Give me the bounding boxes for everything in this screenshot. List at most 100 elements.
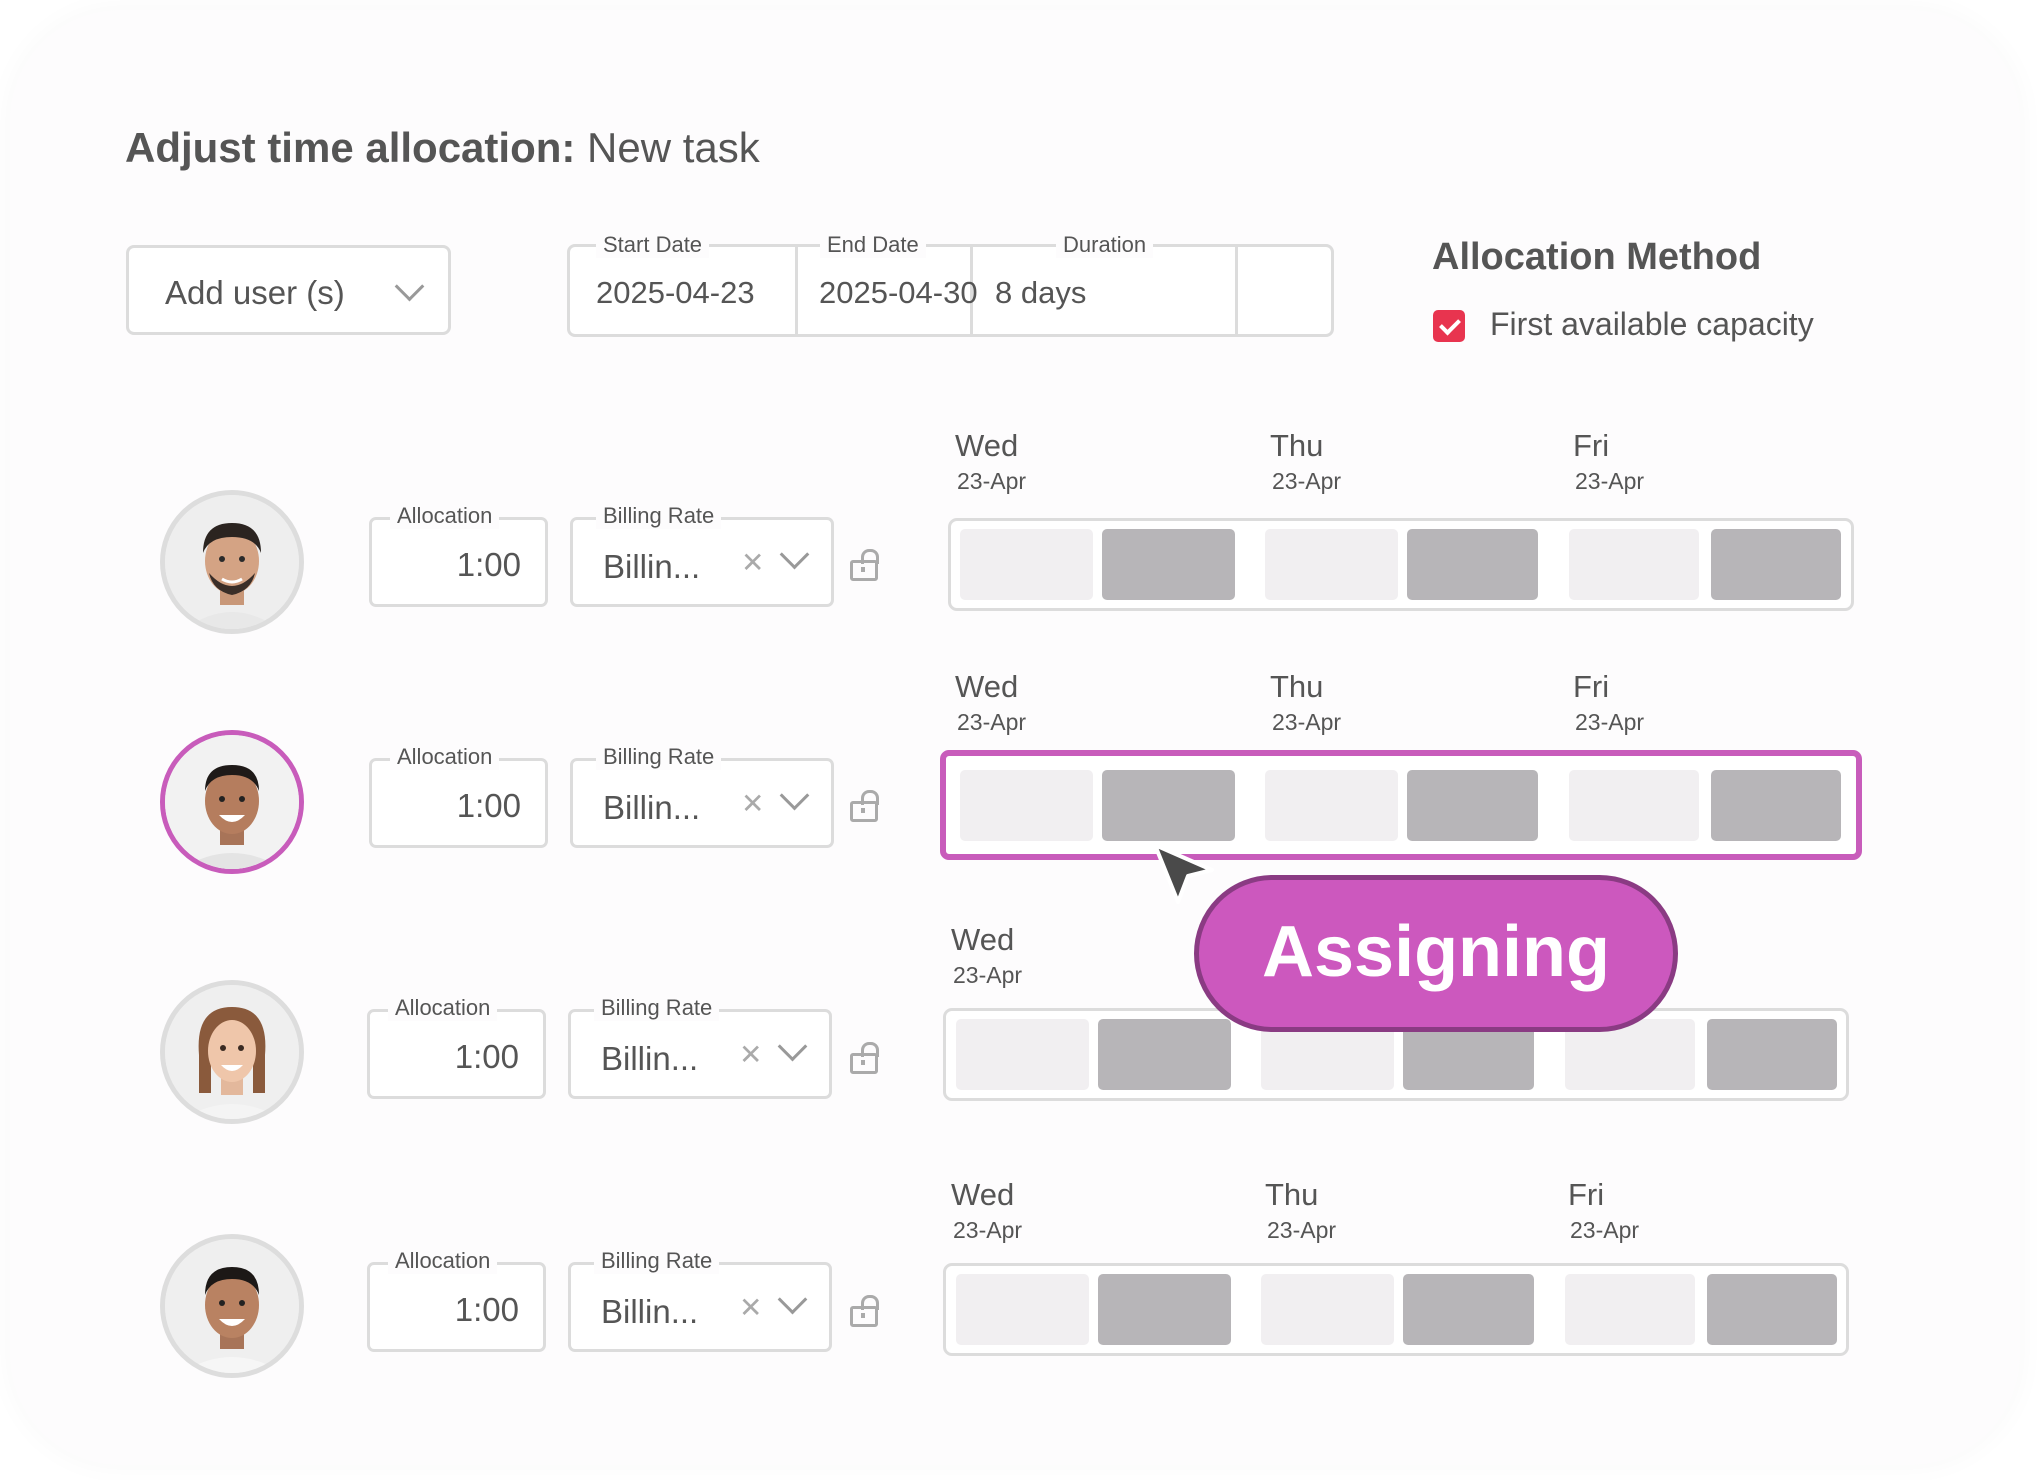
time-slot[interactable] <box>1711 529 1841 600</box>
time-slot[interactable] <box>956 1019 1089 1090</box>
timeline-bar[interactable] <box>943 1008 1849 1101</box>
billing-rate-value: Billin... <box>601 1040 699 1077</box>
page-title: Adjust time allocation: New task <box>125 124 760 171</box>
day-name: Thu <box>1265 1177 1319 1212</box>
divider <box>795 247 798 334</box>
day-date: 23-Apr <box>1272 468 1342 494</box>
day-date: 23-Apr <box>1267 1217 1337 1243</box>
end-date-label: End Date <box>820 232 926 258</box>
avatar <box>160 490 304 634</box>
time-slot[interactable] <box>1102 770 1235 841</box>
add-user-label: Add user (s) <box>165 274 345 311</box>
time-slot[interactable] <box>1407 529 1538 600</box>
time-slot[interactable] <box>956 1274 1089 1345</box>
chevron-down-icon <box>777 1031 808 1062</box>
day-date: 23-Apr <box>1575 709 1645 735</box>
duration-field[interactable]: 8 days <box>995 275 1087 310</box>
start-date-field[interactable]: 2025-04-23 <box>596 275 755 310</box>
allocation-card <box>10 10 2020 1465</box>
day-date: 23-Apr <box>953 1217 1023 1243</box>
add-user-dropdown[interactable]: Add user (s) <box>126 245 451 335</box>
time-slot[interactable] <box>1711 770 1841 841</box>
end-date-field[interactable]: 2025-04-30 <box>819 275 978 310</box>
time-slot[interactable] <box>1102 529 1235 600</box>
time-slot[interactable] <box>1265 529 1398 600</box>
chevron-down-icon <box>779 539 810 570</box>
time-slot[interactable] <box>1707 1019 1837 1090</box>
day-date: 23-Apr <box>1575 468 1645 494</box>
divider <box>970 247 973 334</box>
allocation-value: 1:00 <box>454 1291 519 1328</box>
day-name: Fri <box>1573 669 1610 704</box>
day-date: 23-Apr <box>1272 709 1342 735</box>
day-name: Fri <box>1573 428 1610 463</box>
avatar <box>160 980 304 1124</box>
start-date-label: Start Date <box>596 232 710 258</box>
clear-x-icon[interactable]: ✕ <box>739 1039 763 1070</box>
day-date: 23-Apr <box>957 709 1027 735</box>
assigning-badge: Assigning <box>1194 875 1678 1032</box>
timeline-bar-selected[interactable] <box>940 750 1862 860</box>
chevron-down-icon <box>779 780 810 811</box>
day-date: 23-Apr <box>953 962 1023 988</box>
unlock-icon[interactable] <box>850 1295 879 1327</box>
time-slot[interactable] <box>1098 1274 1231 1345</box>
timeline-bar[interactable] <box>948 518 1854 611</box>
day-name: Wed <box>951 1177 1015 1212</box>
billing-rate-label: Billing Rate <box>594 995 720 1021</box>
day-name: Fri <box>1568 1177 1605 1212</box>
allocation-label: Allocation <box>390 503 500 529</box>
day-name: Wed <box>951 922 1015 957</box>
day-name: Wed <box>955 669 1019 704</box>
time-slot[interactable] <box>1265 770 1398 841</box>
date-range-fields: 2025-04-23 2025-04-30 8 days <box>567 244 1334 337</box>
unlock-icon[interactable] <box>850 1042 879 1074</box>
day-date: 23-Apr <box>957 468 1027 494</box>
allocation-field[interactable]: 1:00 <box>369 758 548 848</box>
chevron-down-icon <box>394 271 425 302</box>
allocation-method-title: Allocation Method <box>1432 236 1762 278</box>
allocation-value: 1:00 <box>456 546 521 583</box>
allocation-value: 1:00 <box>454 1038 519 1075</box>
checkbox-checked-icon[interactable] <box>1433 310 1465 342</box>
avatar <box>160 730 304 874</box>
time-slot[interactable] <box>1569 770 1699 841</box>
time-slot[interactable] <box>1403 1274 1534 1345</box>
billing-rate-label: Billing Rate <box>594 1248 720 1274</box>
billing-rate-select[interactable]: Billin... ✕ <box>570 517 834 607</box>
time-slot[interactable] <box>1707 1274 1837 1345</box>
allocation-label: Allocation <box>388 1248 498 1274</box>
billing-rate-select[interactable]: Billin... ✕ <box>568 1262 832 1352</box>
time-slot[interactable] <box>960 529 1093 600</box>
time-slot[interactable] <box>1569 529 1699 600</box>
timeline-bar[interactable] <box>943 1263 1849 1356</box>
time-slot[interactable] <box>960 770 1093 841</box>
billing-rate-select[interactable]: Billin... ✕ <box>568 1009 832 1099</box>
billing-rate-value: Billin... <box>601 1293 699 1330</box>
first-available-capacity-label: First available capacity <box>1490 306 1814 342</box>
billing-rate-value: Billin... <box>603 789 701 826</box>
billing-rate-select[interactable]: Billin... ✕ <box>570 758 834 848</box>
allocation-value: 1:00 <box>456 787 521 824</box>
day-name: Thu <box>1270 669 1324 704</box>
avatar <box>160 1234 304 1378</box>
cursor-arrow-icon <box>1153 843 1214 904</box>
time-slot[interactable] <box>1261 1274 1394 1345</box>
billing-rate-label: Billing Rate <box>596 744 722 770</box>
unlock-icon[interactable] <box>850 549 879 581</box>
allocation-field[interactable]: 1:00 <box>367 1009 546 1099</box>
divider <box>1235 247 1238 334</box>
duration-label: Duration <box>1056 232 1154 258</box>
chevron-down-icon <box>777 1284 808 1315</box>
time-slot[interactable] <box>1098 1019 1231 1090</box>
allocation-field[interactable]: 1:00 <box>367 1262 546 1352</box>
billing-rate-label: Billing Rate <box>596 503 722 529</box>
day-name: Wed <box>955 428 1019 463</box>
clear-x-icon[interactable]: ✕ <box>741 547 765 578</box>
allocation-field[interactable]: 1:00 <box>369 517 548 607</box>
clear-x-icon[interactable]: ✕ <box>741 788 765 819</box>
clear-x-icon[interactable]: ✕ <box>739 1292 763 1323</box>
time-slot[interactable] <box>1407 770 1538 841</box>
unlock-icon[interactable] <box>850 790 879 822</box>
time-slot[interactable] <box>1565 1274 1695 1345</box>
